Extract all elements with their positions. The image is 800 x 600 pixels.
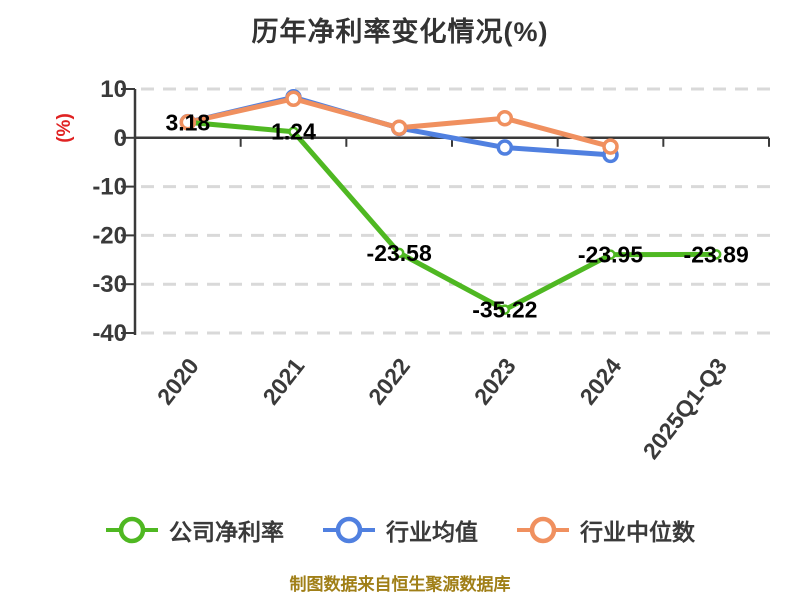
marker-industry_median <box>179 114 197 131</box>
marker-industry_median <box>602 138 619 155</box>
legend-label: 行业均值 <box>386 519 478 545</box>
marker-company <box>393 247 405 259</box>
marker-company <box>499 304 511 315</box>
x-tick-label: 2024 <box>574 353 626 409</box>
legend-label: 行业中位数 <box>580 519 695 545</box>
x-tick-label: 2021 <box>257 353 309 409</box>
y-tick-label: 0 <box>114 125 127 152</box>
legend-item-industry_median: 行业中位数 <box>516 512 695 548</box>
marker-company <box>288 126 299 137</box>
data-label: -23.95 <box>578 242 643 268</box>
legend-marker-icon <box>106 516 158 544</box>
data-label: -23.89 <box>684 241 749 267</box>
y-tick-label: 10 <box>100 76 127 103</box>
legend-item-company: 公司净利率 <box>105 512 284 548</box>
y-tick-label: -30 <box>92 271 127 298</box>
y-axis-unit-label: (%) <box>54 113 75 143</box>
legend-marker-icon <box>323 516 375 544</box>
chart-title: 历年净利率变化情况(%) <box>251 17 549 47</box>
y-tick-label: -20 <box>92 222 127 249</box>
x-tick-label: 2022 <box>363 353 415 409</box>
y-tick-label: -10 <box>92 174 127 201</box>
data-label: 3.18 <box>165 109 210 135</box>
marker-company <box>605 249 616 260</box>
plot-area: 10 0 -10 -20 -30 -40 2020 2021 2022 2023 2024 2025Q… <box>54 76 770 464</box>
legend-label: 公司净利率 <box>169 519 284 545</box>
legend-marker-icon <box>517 516 569 544</box>
x-tick-label: 2020 <box>152 353 204 409</box>
marker-industry_median <box>496 110 514 127</box>
marker-company <box>710 249 722 260</box>
legend-item-industry_avg: 行业均值 <box>322 512 478 548</box>
legend: 公司净利率 行业均值 行业中位数 <box>0 512 800 548</box>
x-tick-label: 2025Q1-Q3 <box>638 353 732 464</box>
data-label: -35.22 <box>472 297 537 323</box>
data-label: 1.24 <box>271 119 316 145</box>
series-line-company <box>185 119 719 313</box>
y-tick-label: -40 <box>92 320 127 347</box>
marker-industry_median <box>390 119 408 137</box>
marker-industry_median <box>285 90 302 108</box>
marker-industry_avg <box>496 139 514 156</box>
source-caption: 制图数据来自恒生聚源数据库 <box>289 575 511 594</box>
x-tick-label: 2023 <box>469 353 521 409</box>
data-label: -23.58 <box>367 240 432 266</box>
